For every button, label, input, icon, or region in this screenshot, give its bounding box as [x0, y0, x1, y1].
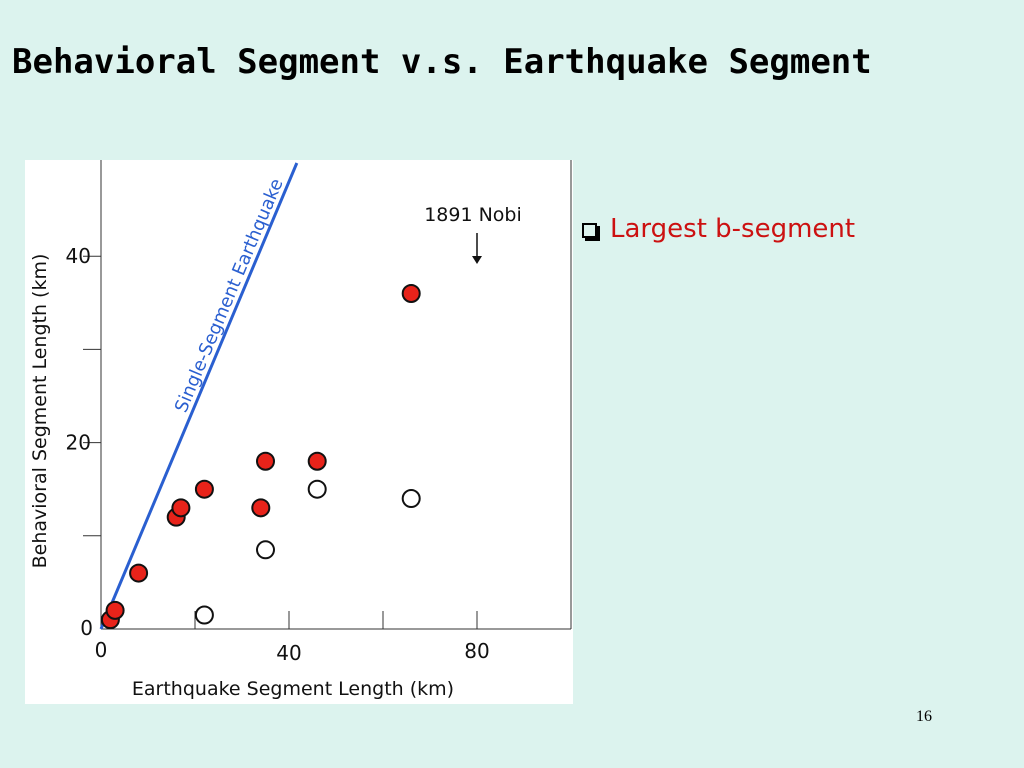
filled-data-point: [251, 498, 271, 518]
scatter-chart-panel: 0 20 40 0 40 80 Earthquake Segment Length (km)…: [25, 160, 573, 704]
page-number: 16: [916, 708, 932, 725]
bullet-item: Largest b-segment: [582, 214, 855, 244]
open-data-point: [256, 540, 275, 560]
x-axis-title: Earthquake Segment Length (km): [132, 678, 454, 700]
scatter-chart: 0 20 40 0 40 80 Earthquake Segment Length (km)…: [29, 160, 572, 700]
single-segment-line: [99, 162, 299, 630]
filled-data-point: [401, 283, 421, 303]
x-tick-label: 80: [464, 639, 489, 663]
filled-data-point: [307, 451, 327, 471]
y-tick-label: 0: [80, 616, 93, 640]
annotation-label: 1891 Nobi: [424, 204, 522, 226]
filled-data-point: [129, 563, 149, 583]
filled-data-point: [194, 479, 214, 499]
y-axis-title: Behavioral Segment Length (km): [29, 254, 51, 569]
open-data-point: [401, 489, 421, 509]
y-tick-label: 40: [66, 244, 91, 268]
y-tick-label: 20: [66, 431, 91, 455]
filled-data-point: [105, 600, 125, 620]
reference-line-layer: [99, 162, 299, 630]
checkbox-bullet-icon: [582, 222, 597, 238]
x-tick-label: 40: [276, 641, 301, 665]
data-points: [100, 283, 421, 630]
bullet-text: Largest b-segment: [610, 214, 856, 244]
slide-title: Behavioral Segment v.s. Earthquake Segme…: [12, 42, 872, 82]
filled-data-point: [171, 498, 191, 518]
x-tick-label: 0: [95, 638, 108, 662]
axes: [83, 160, 572, 630]
single-segment-label: Single-Segment Earthquake: [171, 176, 288, 416]
annotation-arrow-head: [472, 256, 482, 264]
open-data-point: [194, 605, 214, 625]
filled-data-point: [256, 451, 275, 471]
open-data-point: [307, 479, 327, 499]
